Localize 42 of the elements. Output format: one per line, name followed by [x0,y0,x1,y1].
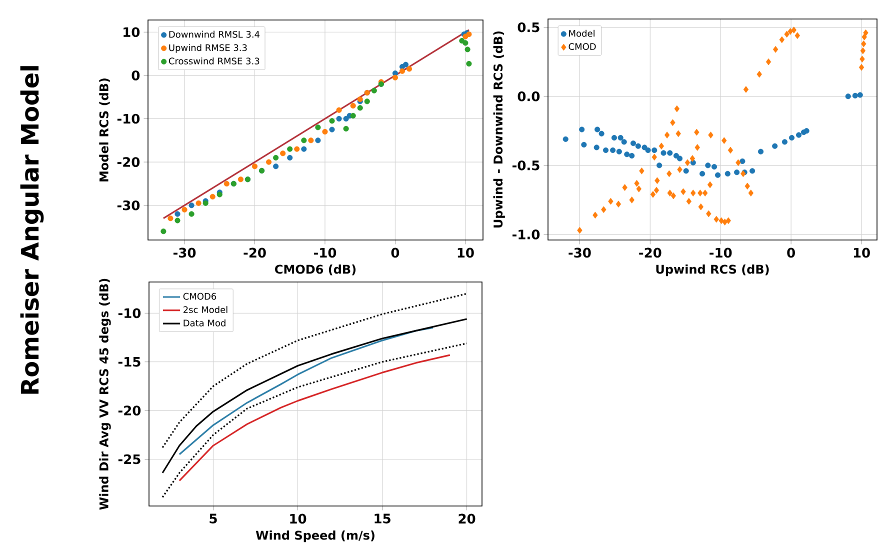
y-tick-label: -10 [117,114,140,124]
x-tick-label: -20 [244,248,266,258]
x-tick-label: -10 [710,248,732,258]
y-axis-title: Upwind - Downwind RCS (dB) [493,31,505,228]
y-tick-label: -30 [117,200,140,210]
y-axis-title: Wind Dir Avg VV RCS 45 degs (dB) [99,278,111,510]
x-tick-label: 20 [458,514,476,524]
y-tick-label: -1.0 [512,230,540,240]
y-axis-title: Model RCS (dB) [99,78,110,182]
y-tick-label: 0.5 [518,22,540,32]
y-tick-label: 0.0 [518,91,540,102]
x-axis-title: Upwind RCS (dB) [656,264,769,276]
y-tick-label: -10 [118,308,141,318]
legend-label: Downwind RMSL 3.4 [169,30,260,38]
x-tick-label: -10 [314,248,336,258]
legend-label: Upwind RMSE 3.3 [169,44,247,53]
text: Romeiser Angular Model [20,66,44,394]
legend-label: Model [569,30,594,37]
x-tick-label: -30 [568,248,591,258]
x-tick-label: 15 [374,514,390,524]
y-tick-label: -25 [118,454,140,464]
legend-label: CMOD [568,43,596,50]
x-tick-label: 5 [210,514,217,524]
x-axis-title: CMOD6 (dB) [275,264,356,276]
y-tick-label: 10 [124,27,140,38]
x-tick-label: 10 [290,514,306,524]
y-tick-label: -20 [118,406,141,416]
y-tick-label: 0 [132,70,140,80]
y-tick-label: -15 [118,357,140,367]
x-tick-label: 0 [391,248,400,258]
y-tick-label: -20 [117,157,140,167]
legend-label: Crosswind RMSE 3.3 [168,57,260,64]
x-tick-label: 10 [854,248,870,258]
x-tick-label: 0 [787,248,795,258]
legend-label: 2sc Model [184,306,228,314]
x-tick-label: -30 [173,248,196,258]
legend-label: Data Mod [184,319,226,326]
x-axis-title: Wind Speed (m/s) [256,530,374,542]
legend-label: CMOD6 [183,292,216,300]
x-tick-label: -20 [639,248,662,258]
x-tick-label: 10 [458,248,474,258]
y-tick-label: -0.5 [512,160,540,170]
